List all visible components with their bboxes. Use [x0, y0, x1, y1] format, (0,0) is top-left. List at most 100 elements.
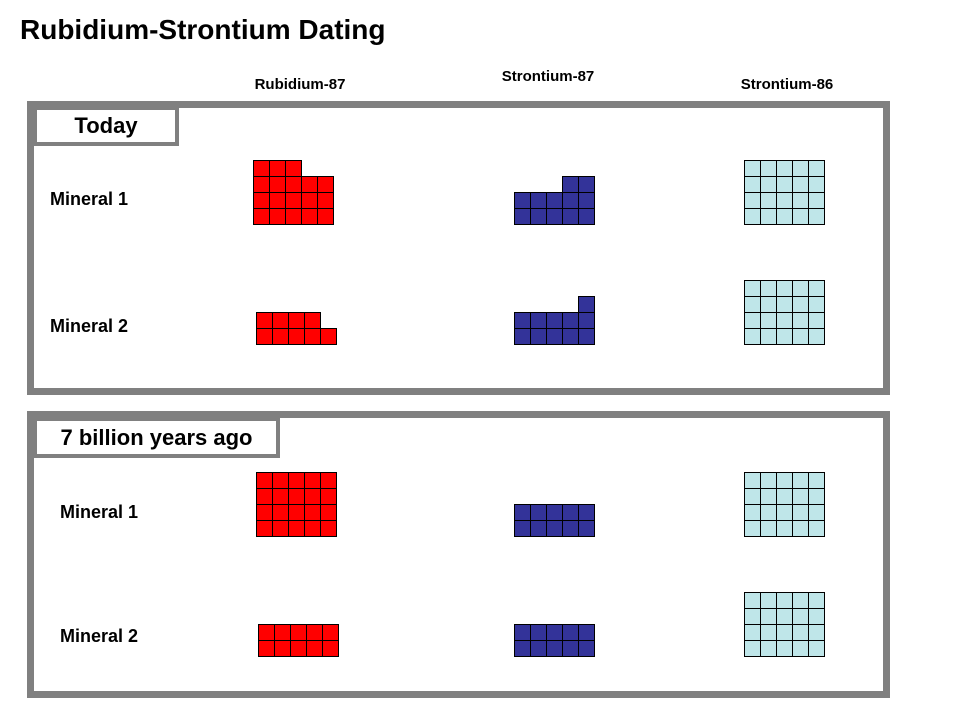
today-mineral-2-strontium-86-block-atom — [776, 328, 793, 345]
past-mineral-1-rubidium-87-block-atom — [320, 488, 337, 505]
today-mineral-2-rubidium-87-block-atom — [256, 328, 273, 345]
past-mineral-2-rubidium-87-block — [258, 624, 339, 657]
past-mineral-1-rubidium-87-block-atom — [288, 488, 305, 505]
past-mineral-1-strontium-86-block-atom — [744, 488, 761, 505]
past-mineral-2-strontium-86-block — [744, 592, 825, 657]
today-mineral-1-strontium-86-block-atom — [760, 192, 777, 209]
today-mineral-1-strontium-86-block-atom — [776, 176, 793, 193]
past-mineral-2-strontium-87-block-atom — [546, 624, 563, 641]
today-mineral-2-strontium-86-block-atom — [808, 312, 825, 329]
today-mineral-1-rubidium-87-block-atom — [269, 160, 286, 177]
today-mineral-1-strontium-87-block-atom — [562, 208, 579, 225]
past-mineral-2-rubidium-87-block-atom — [306, 640, 323, 657]
today-mineral-1-rubidium-87-block-atom — [317, 208, 334, 225]
past-mineral-2-rubidium-87-block-atom — [290, 640, 307, 657]
today-mineral-1-rubidium-87-block-atom — [253, 192, 270, 209]
past-mineral-1-strontium-86-block — [744, 472, 825, 537]
today-mineral-2-strontium-86-block-atom — [776, 312, 793, 329]
today-mineral-2-strontium-86-block-atom — [760, 328, 777, 345]
past-mineral-1-rubidium-87-block-atom — [304, 472, 321, 489]
past-mineral-1-rubidium-87-block-atom — [304, 488, 321, 505]
today-mineral-2-rubidium-87-block-atom — [304, 312, 321, 329]
past-mineral-2-strontium-87-block-atom — [514, 624, 531, 641]
today-mineral-2-strontium-86-block-atom — [792, 312, 809, 329]
past-mineral-1-rubidium-87-block-atom — [288, 504, 305, 521]
past-mineral-2-strontium-86-block-atom — [808, 608, 825, 625]
today-mineral-1-strontium-86-block-atom — [792, 192, 809, 209]
today-mineral-1-strontium-86-block-atom — [776, 208, 793, 225]
today-mineral-1-strontium-86-block-atom — [744, 192, 761, 209]
today-mineral-2-strontium-87-block-atom — [562, 312, 579, 329]
today-mineral-2-strontium-87-block-atom — [578, 296, 595, 313]
today-mineral-2-rubidium-87-block-atom — [288, 328, 305, 345]
past-mineral-1-rubidium-87-block — [256, 472, 337, 537]
column-label-rubidium-87: Rubidium-87 — [254, 76, 346, 93]
today-mineral-2-strontium-87-block-atom — [578, 328, 595, 345]
today-mineral-1-strontium-86-block-atom — [760, 208, 777, 225]
today-mineral-1-strontium-86-block-atom — [792, 208, 809, 225]
past-mineral-1-strontium-86-block-atom — [760, 504, 777, 521]
past-mineral-1-rubidium-87-block-atom — [320, 520, 337, 537]
past-mineral-2-label: Mineral 2 — [60, 626, 139, 646]
today-mineral-2-strontium-87-block-atom — [546, 328, 563, 345]
today-mineral-1-strontium-86-block-atom — [808, 160, 825, 177]
past-mineral-1-strontium-87-block-atom — [546, 504, 563, 521]
today-mineral-1-rubidium-87-block-atom — [301, 176, 318, 193]
past-mineral-2-strontium-86-block-atom — [776, 640, 793, 657]
past-mineral-1-strontium-86-block-atom — [792, 488, 809, 505]
today-mineral-2-rubidium-87-block-atom — [272, 328, 289, 345]
past-mineral-1-strontium-86-block-atom — [792, 472, 809, 489]
past-mineral-2-strontium-86-block-atom — [744, 640, 761, 657]
today-mineral-1-rubidium-87-block-atom — [301, 192, 318, 209]
today-mineral-2-strontium-87-block-atom — [562, 328, 579, 345]
today-mineral-2-label: Mineral 2 — [50, 316, 129, 336]
past-mineral-2-strontium-87-block-atom — [546, 640, 563, 657]
past-mineral-2-rubidium-87-block-atom — [322, 624, 339, 641]
today-mineral-1-strontium-87-block-atom — [562, 176, 579, 193]
past-mineral-1-rubidium-87-block-atom — [256, 520, 273, 537]
past-mineral-1-rubidium-87-block-atom — [272, 488, 289, 505]
today-mineral-1-rubidium-87-block-atom — [253, 160, 270, 177]
today-mineral-1-rubidium-87-block-atom — [285, 176, 302, 193]
today-mineral-1-strontium-86-block-atom — [744, 176, 761, 193]
past-mineral-1-strontium-86-block-atom — [808, 504, 825, 521]
past-mineral-1-rubidium-87-block-atom — [256, 472, 273, 489]
today-mineral-2-strontium-87-block-atom — [530, 328, 547, 345]
past-mineral-1-strontium-87-block-atom — [578, 504, 595, 521]
today-mineral-1-rubidium-87-block-atom — [253, 176, 270, 193]
today-mineral-2-strontium-86-block-atom — [744, 328, 761, 345]
today-mineral-1-strontium-86-block-atom — [792, 176, 809, 193]
past-mineral-2-strontium-86-block-atom — [744, 624, 761, 641]
past-mineral-1-strontium-86-block-atom — [776, 520, 793, 537]
past-mineral-1-strontium-86-block-atom — [776, 504, 793, 521]
today-mineral-1-strontium-87-block — [514, 176, 595, 225]
past-mineral-1-rubidium-87-block-atom — [304, 504, 321, 521]
past-mineral-2-rubidium-87-block-atom — [258, 640, 275, 657]
today-mineral-1-rubidium-87-block-atom — [269, 208, 286, 225]
today-mineral-2-strontium-86-block-atom — [760, 280, 777, 297]
past-mineral-1-strontium-87-block-atom — [530, 504, 547, 521]
today-mineral-2-strontium-87-block-atom — [546, 312, 563, 329]
past-mineral-2-rubidium-87-block-atom — [322, 640, 339, 657]
today-mineral-1-rubidium-87-block-atom — [285, 160, 302, 177]
today-mineral-2-strontium-86-block-atom — [760, 312, 777, 329]
past-mineral-1-rubidium-87-block-atom — [288, 520, 305, 537]
today-mineral-2-strontium-86-block — [744, 280, 825, 345]
past-mineral-1-rubidium-87-block-atom — [320, 504, 337, 521]
today-tab: Today — [33, 106, 179, 146]
today-mineral-2-strontium-86-block-atom — [744, 312, 761, 329]
past-mineral-1-strontium-86-block-atom — [776, 472, 793, 489]
today-mineral-2-strontium-86-block-atom — [760, 296, 777, 313]
past-mineral-1-strontium-86-block-atom — [792, 520, 809, 537]
past-mineral-1-strontium-87-block — [514, 504, 595, 537]
past-mineral-2-strontium-87-block-atom — [578, 624, 595, 641]
column-label-strontium-87: Strontium-87 — [501, 68, 595, 85]
past-mineral-2-strontium-87-block-atom — [514, 640, 531, 657]
past-mineral-2-strontium-86-block-atom — [792, 624, 809, 641]
past-mineral-2-strontium-86-block-atom — [760, 592, 777, 609]
today-mineral-2-rubidium-87-block-atom — [272, 312, 289, 329]
past-mineral-2-strontium-87-block-atom — [562, 624, 579, 641]
today-mineral-2-strontium-87-block-atom — [514, 328, 531, 345]
today-mineral-2-strontium-86-block-atom — [776, 296, 793, 313]
past-mineral-1-rubidium-87-block-atom — [256, 488, 273, 505]
